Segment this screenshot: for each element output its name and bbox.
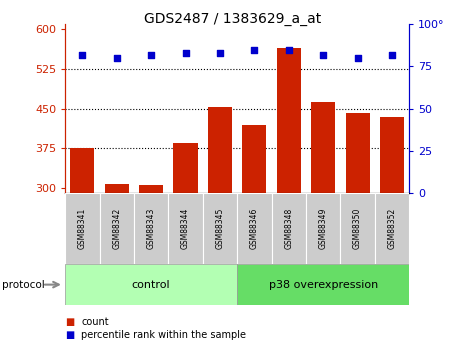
Text: GSM88352: GSM88352	[387, 208, 397, 249]
Bar	[375, 193, 409, 264]
Text: p38 overexpression: p38 overexpression	[269, 280, 378, 289]
Point	[147, 52, 155, 57]
Bar	[272, 193, 306, 264]
Point	[113, 55, 120, 61]
Text: GSM88344: GSM88344	[181, 208, 190, 249]
Bar	[105, 184, 129, 193]
Bar	[70, 148, 94, 193]
Text: percentile rank within the sample: percentile rank within the sample	[81, 331, 246, 340]
Bar	[311, 102, 335, 193]
Text: GDS2487 / 1383629_a_at: GDS2487 / 1383629_a_at	[144, 12, 321, 26]
Text: GSM88345: GSM88345	[215, 208, 225, 249]
Point	[251, 47, 258, 52]
Bar	[65, 264, 237, 305]
Text: protocol: protocol	[2, 280, 45, 289]
Bar	[208, 107, 232, 193]
Point	[319, 52, 327, 57]
Point	[285, 47, 292, 52]
Text: GSM88341: GSM88341	[78, 208, 87, 249]
Text: ■: ■	[65, 331, 74, 340]
Bar	[237, 193, 272, 264]
Bar	[139, 185, 163, 193]
Text: GSM88350: GSM88350	[353, 208, 362, 249]
Bar	[242, 125, 266, 193]
Bar	[65, 193, 100, 264]
Text: ■: ■	[65, 317, 74, 326]
Point	[182, 50, 189, 56]
Point	[388, 52, 396, 57]
Text: GSM88342: GSM88342	[112, 208, 121, 249]
Bar	[340, 193, 375, 264]
Bar	[380, 117, 404, 193]
Bar	[306, 193, 340, 264]
Point	[354, 55, 361, 61]
Text: control: control	[132, 280, 171, 289]
Bar	[168, 193, 203, 264]
Text: GSM88348: GSM88348	[284, 208, 293, 249]
Text: GSM88349: GSM88349	[319, 208, 328, 249]
Bar	[345, 113, 370, 193]
Bar	[277, 48, 301, 193]
Text: GSM88343: GSM88343	[146, 208, 156, 249]
Bar	[173, 143, 198, 193]
Bar	[100, 193, 134, 264]
Text: GSM88346: GSM88346	[250, 208, 259, 249]
Text: count: count	[81, 317, 109, 326]
Point	[79, 52, 86, 57]
Bar	[134, 193, 168, 264]
Point	[216, 50, 224, 56]
Bar	[203, 193, 237, 264]
Bar	[237, 264, 409, 305]
